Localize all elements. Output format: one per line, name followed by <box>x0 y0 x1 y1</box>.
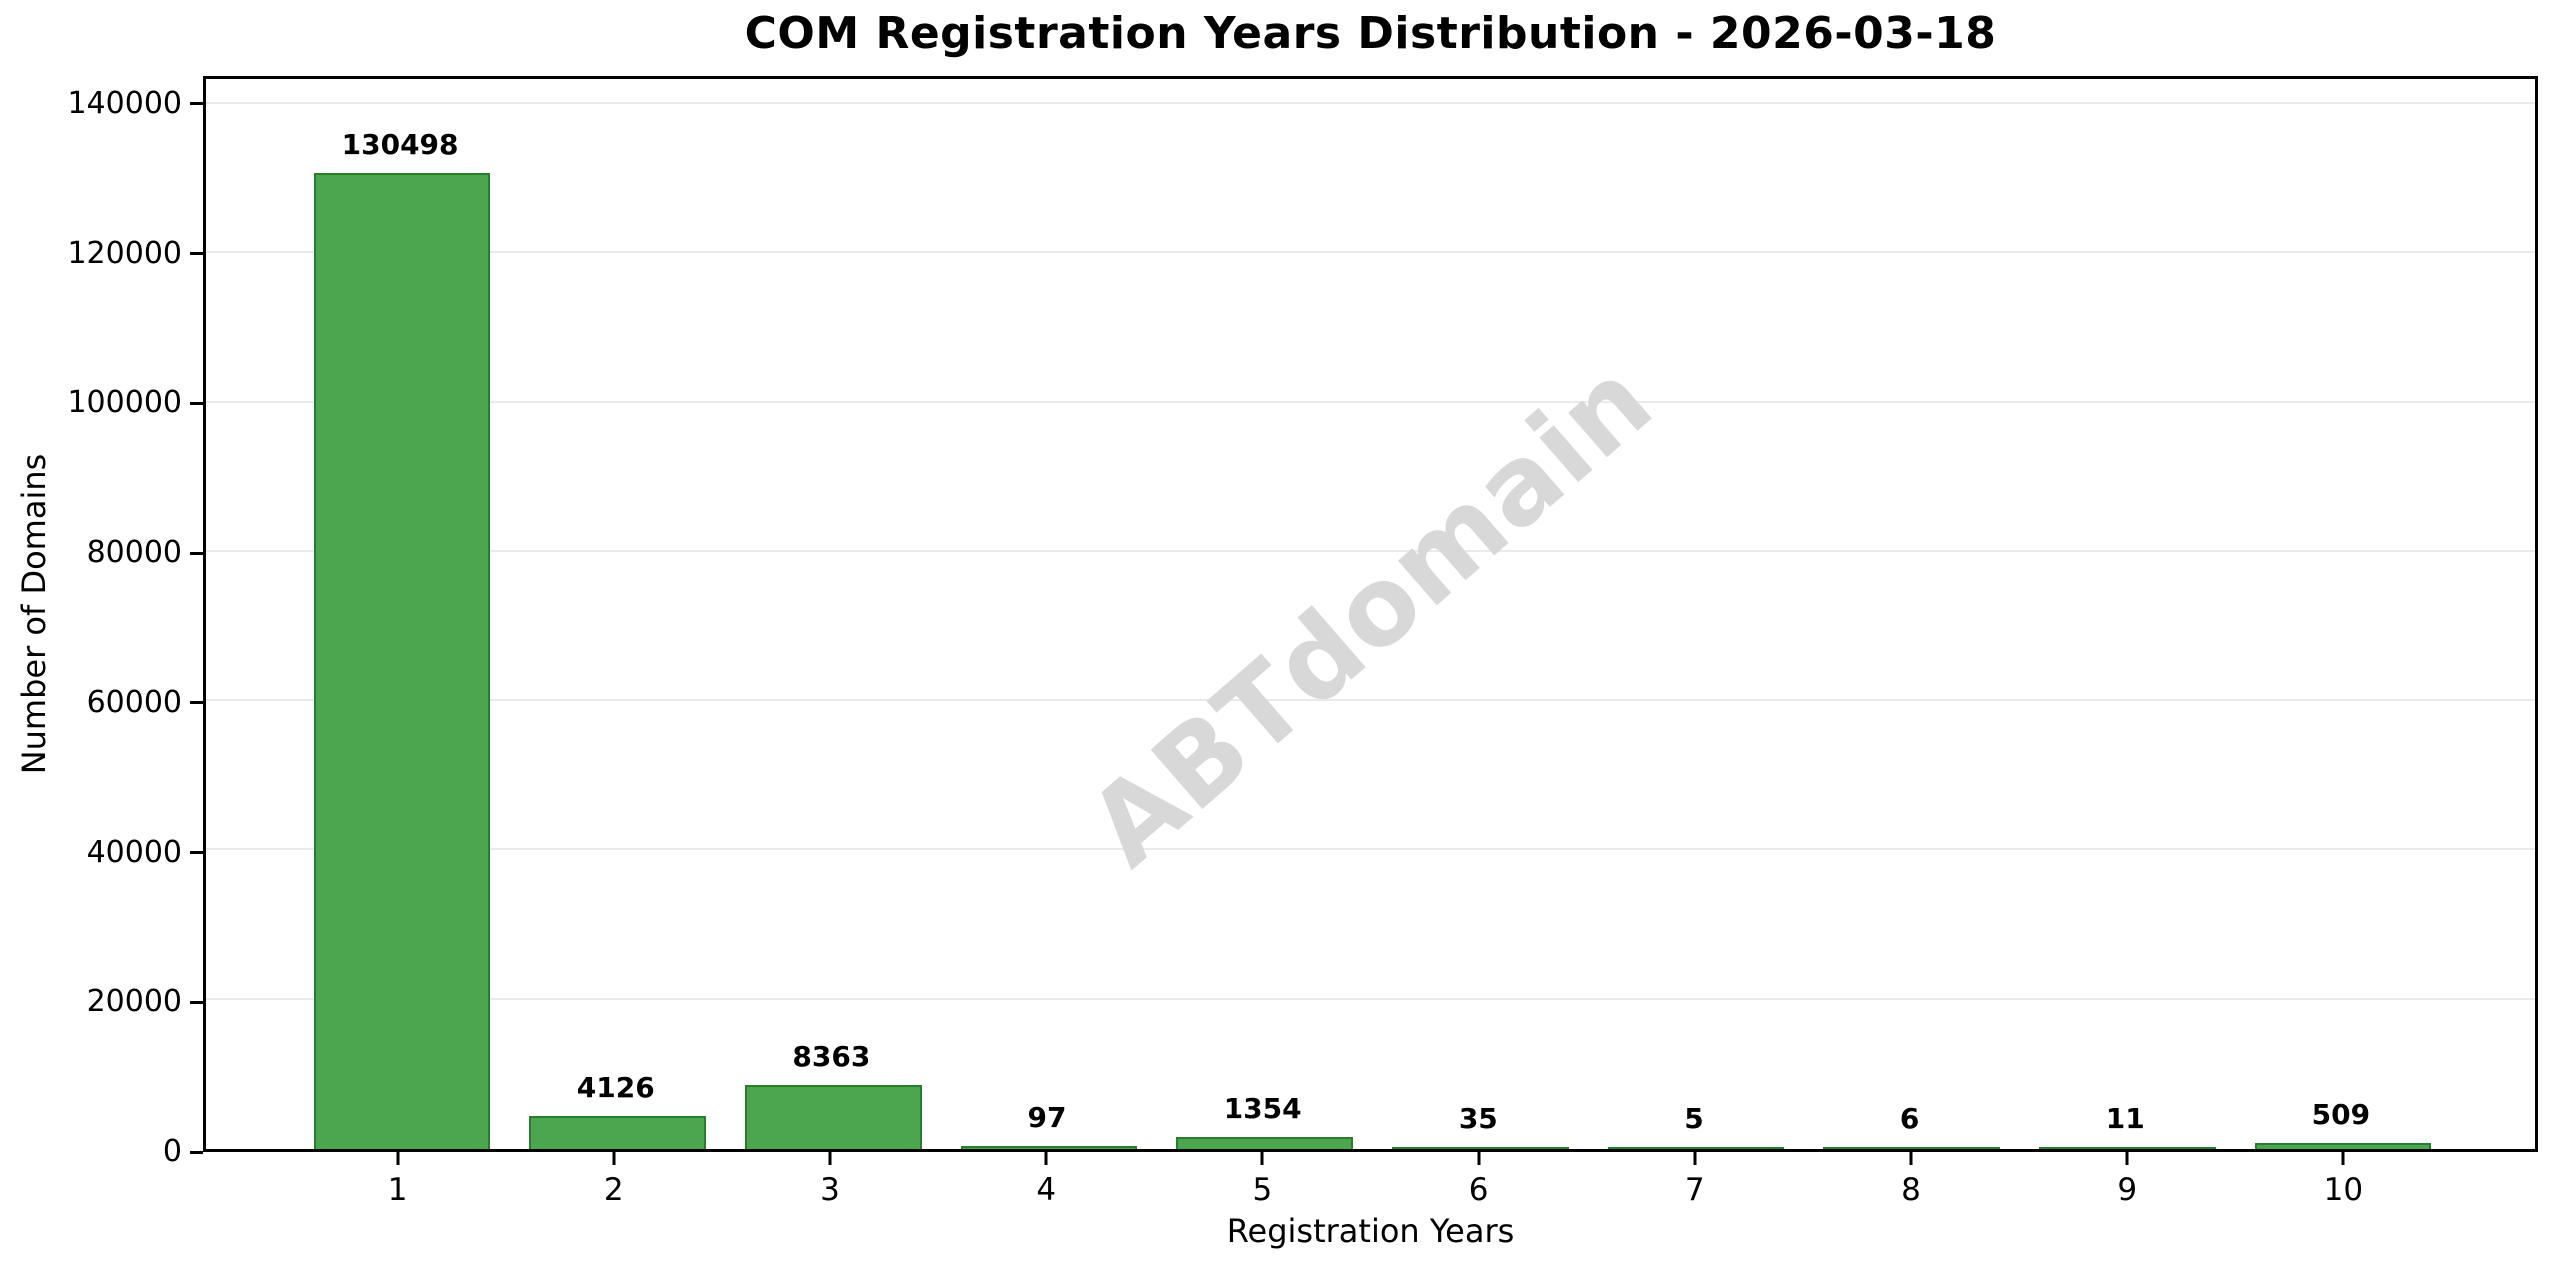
y-tick-mark <box>190 1000 203 1004</box>
y-tick-mark <box>190 102 203 106</box>
bar-value-label: 11 <box>2105 1101 2145 1135</box>
bar-value-label: 130498 <box>341 127 459 161</box>
bar <box>2039 1146 2216 1149</box>
x-tick-label: 5 <box>1252 1172 1273 1208</box>
bar-value-label: 97 <box>1027 1101 1067 1135</box>
bar-value-label: 1354 <box>1223 1091 1302 1125</box>
bar <box>1607 1146 1785 1149</box>
gridline <box>206 549 2535 552</box>
chart-title: COM Registration Years Distribution - 20… <box>744 8 1997 59</box>
bar <box>1392 1146 1569 1149</box>
bar-value-label: 5 <box>1684 1101 1704 1135</box>
y-tick-mark <box>190 851 203 855</box>
plot-area: ABTdomain 130498 4126 8363 97 1354 35 5 6 11 509 <box>203 76 2538 1152</box>
y-tick-label: 120000 <box>67 235 182 271</box>
bar <box>2254 1143 2432 1149</box>
y-tick-mark <box>190 551 203 555</box>
x-tick-label: 7 <box>1684 1172 1705 1208</box>
y-tick-label: 40000 <box>86 834 182 870</box>
y-tick-mark <box>190 701 203 705</box>
bar <box>960 1146 1138 1149</box>
y-tick-label: 20000 <box>86 984 182 1020</box>
x-tick-mark <box>612 1152 616 1165</box>
x-tick-label: 6 <box>1468 1172 1489 1208</box>
y-tick-mark <box>190 252 203 256</box>
watermark: ABTdomain <box>1065 337 1676 891</box>
bar-value-label: 35 <box>1458 1101 1498 1135</box>
x-tick-mark <box>2341 1152 2345 1165</box>
bar <box>1823 1146 2000 1149</box>
gridline <box>206 848 2535 851</box>
x-tick-label: 9 <box>2117 1172 2138 1208</box>
gridline <box>206 251 2535 254</box>
y-tick-label: 60000 <box>86 684 182 720</box>
bar-value-label: 4126 <box>576 1071 655 1105</box>
y-axis-label: Number of Domains <box>15 453 53 775</box>
x-tick-mark <box>828 1152 832 1165</box>
gridline <box>206 101 2535 104</box>
bar <box>745 1084 922 1149</box>
x-tick-label: 8 <box>1901 1172 1921 1208</box>
x-tick-label: 1 <box>387 1172 408 1208</box>
bar <box>1176 1136 1353 1149</box>
y-tick-mark <box>190 401 203 405</box>
x-axis-label: Registration Years <box>1226 1212 1515 1250</box>
bar-value-label: 509 <box>2311 1098 2371 1132</box>
y-tick-label: 100000 <box>67 385 182 421</box>
gridline <box>206 699 2535 702</box>
x-tick-mark <box>1909 1152 1913 1165</box>
bar <box>313 172 491 1149</box>
y-tick-label: 0 <box>162 1134 182 1169</box>
gridline <box>206 997 2535 1000</box>
y-tick-mark <box>190 1150 203 1154</box>
x-tick-mark <box>396 1152 400 1165</box>
x-tick-label: 10 <box>2323 1172 2364 1208</box>
bar <box>529 1116 706 1149</box>
x-tick-mark <box>1260 1152 1264 1165</box>
y-tick-label: 140000 <box>67 85 182 121</box>
gridline <box>206 400 2535 403</box>
x-tick-label: 4 <box>1036 1172 1057 1208</box>
x-tick-label: 3 <box>820 1172 840 1208</box>
y-tick-label: 80000 <box>86 535 182 571</box>
x-tick-mark <box>1693 1152 1697 1165</box>
bar-value-label: 6 <box>1899 1101 1920 1135</box>
x-tick-mark <box>1044 1152 1048 1165</box>
bar-value-label: 8363 <box>792 1039 871 1073</box>
x-tick-label: 2 <box>603 1172 624 1208</box>
x-tick-mark <box>1477 1152 1481 1165</box>
x-tick-mark <box>2125 1152 2129 1165</box>
